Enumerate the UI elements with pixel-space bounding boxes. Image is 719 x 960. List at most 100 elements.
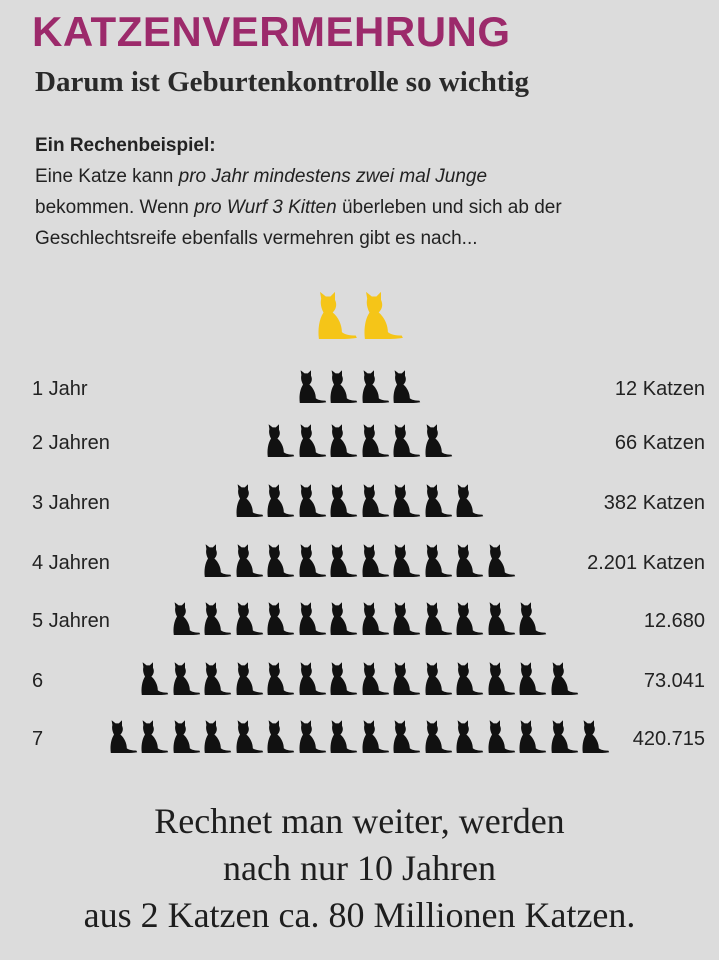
intro-line2-rest: überleben und sich ab der — [336, 197, 562, 218]
cat-count-label: 66 Katzen — [614, 432, 705, 454]
intro-line1: Eine Katze kann pro Jahr mindestens zwei… — [35, 166, 487, 187]
year-label: 4 Jahren — [32, 552, 110, 574]
year-label: 3 Jahren — [32, 492, 110, 514]
cat-icon — [232, 598, 264, 640]
cat-icon — [421, 540, 453, 582]
cat-icon — [137, 716, 169, 758]
cat-icon — [358, 366, 390, 408]
cat-icon — [547, 716, 579, 758]
cat-icon — [200, 658, 232, 700]
cat-icon — [421, 658, 453, 700]
cat-icon — [421, 420, 453, 462]
cat-icon — [515, 658, 547, 700]
cat-icon — [295, 716, 327, 758]
cat-icon — [578, 716, 610, 758]
cat-icon — [326, 598, 358, 640]
cat-icon — [421, 598, 453, 640]
parent-cat-icon — [312, 290, 358, 342]
cat-icon — [515, 598, 547, 640]
year-label: 6 — [32, 670, 44, 692]
cat-icon — [358, 420, 390, 462]
year-label: 7 — [32, 728, 44, 750]
intro-paragraph: Ein Rechenbeispiel: Eine Katze kann pro … — [35, 130, 695, 254]
cat-icon — [358, 540, 390, 582]
cat-icon — [200, 598, 232, 640]
cat-icon — [326, 420, 358, 462]
cat-icon — [200, 540, 232, 582]
cat-icon — [232, 480, 264, 522]
cat-icon — [389, 658, 421, 700]
cat-icon — [389, 716, 421, 758]
cat-icon — [484, 598, 516, 640]
page-subtitle: Darum ist Geburtenkontrolle so wichtig — [35, 66, 530, 98]
cat-icon — [232, 540, 264, 582]
cat-icon — [515, 716, 547, 758]
conclusion-line3: aus 2 Katzen ca. 80 Millionen Katzen. — [83, 895, 636, 935]
cat-icon — [106, 716, 138, 758]
cat-icon — [326, 658, 358, 700]
cat-icon — [295, 420, 327, 462]
intro-line2-emphasis: pro Wurf 3 Kitten — [194, 197, 337, 218]
cat-icon — [263, 658, 295, 700]
cat-icon — [389, 366, 421, 408]
cat-icon — [169, 598, 201, 640]
cat-icon — [326, 366, 358, 408]
year-label: 2 Jahren — [32, 432, 110, 454]
conclusion-line1: Rechnet man weiter, werden — [154, 801, 565, 841]
intro-line1-emphasis: pro Jahr mindestens zwei mal Junge — [178, 166, 488, 187]
cat-icon — [295, 540, 327, 582]
cat-icon — [452, 716, 484, 758]
year-label: 5 Jahren — [32, 610, 110, 632]
cat-icon — [295, 480, 327, 522]
intro-line1-text: Eine Katze kann — [35, 166, 179, 187]
cat-icon — [389, 420, 421, 462]
cat-icon — [295, 366, 327, 408]
cat-icon — [232, 658, 264, 700]
cat-icon — [232, 716, 264, 758]
cat-icon — [389, 540, 421, 582]
cat-icon — [358, 716, 390, 758]
cat-icon — [484, 658, 516, 700]
cat-icon — [358, 598, 390, 640]
cat-icon — [263, 540, 295, 582]
conclusion-text: Rechnet man weiter, werden nach nur 10 J… — [0, 798, 719, 939]
cat-icon — [389, 480, 421, 522]
page-title: KATZENVERMEHRUNG — [32, 8, 511, 55]
cat-icon — [200, 716, 232, 758]
conclusion-line2: nach nur 10 Jahren — [223, 848, 496, 888]
cat-icon — [295, 658, 327, 700]
intro-line3: Geschlechtsreife ebenfalls vermehren gib… — [35, 228, 478, 249]
cat-icon — [358, 658, 390, 700]
cat-count-label: 73.041 — [643, 670, 705, 692]
cat-icon — [326, 716, 358, 758]
cat-icon — [295, 598, 327, 640]
cat-count-label: 382 Katzen — [603, 492, 705, 514]
parent-cat-icon — [358, 290, 404, 342]
cat-icon — [484, 716, 516, 758]
year-label: 1 Jahr — [32, 378, 88, 400]
cat-icon — [358, 480, 390, 522]
cat-icon — [326, 480, 358, 522]
cat-icon — [169, 716, 201, 758]
cat-icon — [452, 658, 484, 700]
cat-count-label: 420.715 — [632, 728, 705, 750]
cat-icon — [421, 480, 453, 522]
cat-icon — [547, 658, 579, 700]
cat-icon — [263, 716, 295, 758]
cat-icon — [484, 540, 516, 582]
cat-icon — [326, 540, 358, 582]
intro-line2: bekommen. Wenn pro Wurf 3 Kitten überleb… — [35, 197, 562, 218]
cat-icon — [452, 540, 484, 582]
cat-count-label: 12 Katzen — [614, 378, 705, 400]
cat-icon — [263, 598, 295, 640]
cat-icon — [169, 658, 201, 700]
cat-icon — [421, 716, 453, 758]
cat-count-label: 2.201 Katzen — [587, 552, 705, 574]
cat-icon — [137, 658, 169, 700]
intro-line2-text: bekommen. Wenn — [35, 197, 195, 218]
intro-heading: Ein Rechenbeispiel: — [35, 135, 216, 156]
cat-count-label: 12.680 — [643, 610, 705, 632]
cat-icon — [263, 480, 295, 522]
cat-icon — [452, 480, 484, 522]
cat-icon — [389, 598, 421, 640]
